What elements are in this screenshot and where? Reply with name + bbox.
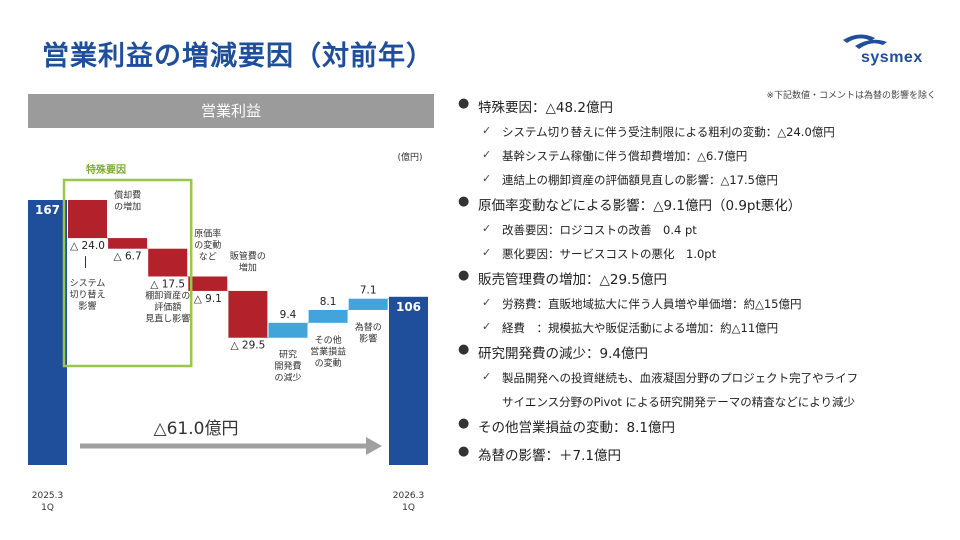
data-label-step-7: 8.1 (320, 296, 337, 308)
bullet-dot-icon: ● (458, 444, 470, 459)
tick-label-step-1: システム切り替え影響 (69, 278, 105, 312)
total-change-label: △61.0億円 (154, 419, 239, 439)
total-change-arrowhead (366, 437, 382, 455)
bullet-dot-icon: ● (458, 268, 470, 283)
data-label-step-5: △ 29.5 (231, 340, 266, 352)
data-label-step-4: △ 9.1 (194, 293, 222, 305)
notes-list: ● 特殊要因：△48.2億円 ✓ システム切り替えに伴う受注制限による粗利の変動：△2… (456, 96, 946, 464)
page-title: 営業利益の増減要因（対前年） (42, 41, 434, 72)
note-text: 為替の影響：＋7.1億円 (478, 448, 621, 464)
bullet-dot-icon: ● (458, 194, 470, 209)
note-subitem: ✓ 製品開発への投資継続も、血液凝固分野のプロジェクト完了やライフ (456, 370, 946, 386)
note-subitem-text: 基幹システム稼働に伴う償却費増加：△6.7億円 (502, 149, 748, 163)
tick-label-step-2: 償却費の増加 (114, 189, 141, 213)
note-subitem-text: 悪化要因：サービスコストの悪化 1.0pt (502, 247, 717, 261)
bar-step-6 (268, 322, 308, 338)
note-subitem-text: 連結上の棚卸資産の評価額見直しの影響：△17.5億円 (502, 173, 778, 187)
special-group-label: 特殊要因 (86, 163, 126, 176)
tick-label-end: 2026.3 1Q (393, 491, 425, 513)
tick-label-step-8: 為替の影響 (355, 321, 382, 345)
note-subitem: サイエンス分野のPivot による研究開発テーマの精査などにより減少 (456, 394, 946, 410)
note-subitem-text: サイエンス分野のPivot による研究開発テーマの精査などにより減少 (502, 395, 855, 409)
bar-step-1 (68, 200, 107, 239)
note-text: その他営業損益の変動：8.1億円 (478, 420, 675, 436)
bar-start (28, 200, 67, 465)
tick-label-start: 2025.3 1Q (32, 491, 64, 513)
note-subitem-text: 労務費：直販地域拡大に伴う人員増や単価増：約△15億円 (502, 297, 802, 311)
note-item: ● その他営業損益の変動：8.1億円 (456, 416, 946, 436)
bar-step-3 (148, 248, 188, 277)
data-label-end: 106 (396, 300, 421, 314)
note-item: ● 原価率変動などによる影響：△9.1億円（0.9pt悪化） (456, 194, 946, 214)
footnote: ※下記数値・コメントは為替の影響を除く (766, 91, 936, 101)
bullet-dot-icon: ● (458, 96, 470, 111)
check-icon: ✓ (482, 148, 492, 161)
data-label-step-3: △ 17.5 (150, 278, 185, 290)
note-subitem: ✓ 悪化要因：サービスコストの悪化 1.0pt (456, 246, 946, 262)
note-subitem-text: 製品開発への投資継続も、血液凝固分野のプロジェクト完了やライフ (502, 371, 859, 385)
bar-end (389, 296, 428, 465)
tick-label-step-7: その他営業損益の変動 (310, 334, 346, 369)
logo-text: sysmex (861, 49, 923, 66)
check-icon: ✓ (482, 222, 492, 235)
tick-label-step-3: 棚卸資産の評価額見直し影響 (145, 290, 190, 325)
check-icon: ✓ (482, 124, 492, 137)
special-group-box (62, 178, 193, 368)
data-label-step-2: △ 6.7 (114, 251, 142, 263)
check-icon: ✓ (482, 246, 492, 259)
bar-step-2 (108, 238, 148, 249)
data-label-start: 167 (35, 203, 60, 217)
note-subitem: ✓ 労務費：直販地域拡大に伴う人員増や単価増：約△15億円 (456, 296, 946, 312)
note-item: ● 販売管理費の増加：△29.5億円 (456, 268, 946, 288)
check-icon: ✓ (482, 370, 492, 383)
note-subitem: ✓ 基幹システム稼働に伴う償却費増加：△6.7億円 (456, 148, 946, 164)
note-text: 特殊要因：△48.2億円 (478, 100, 613, 116)
tick-label-step-4: 原価率の変動など (194, 227, 221, 262)
check-icon: ✓ (482, 296, 492, 309)
unit-label: (億円) (397, 151, 422, 163)
bar-step-8 (348, 298, 388, 310)
check-icon: ✓ (482, 172, 492, 185)
bar-step-5 (228, 290, 268, 338)
sysmex-logo: sysmex (841, 32, 923, 68)
note-text: 原価率変動などによる影響：△9.1億円（0.9pt悪化） (478, 198, 802, 214)
note-text: 販売管理費の増加：△29.5億円 (478, 272, 667, 288)
check-icon: ✓ (482, 320, 492, 333)
note-subitem-text: 経費 ：規模拡大や販促活動による増加：約△11億円 (502, 321, 779, 335)
tick-label-step-5: 販管費の増加 (230, 250, 266, 274)
note-subitem: ✓ システム切り替えに伴う受注制限による粗利の変動：△24.0億円 (456, 124, 946, 140)
note-subitem-text: システム切り替えに伴う受注制限による粗利の変動：△24.0億円 (502, 125, 835, 139)
note-text: 研究開発費の減少：9.4億円 (478, 346, 648, 362)
note-subitem: ✓ 経費 ：規模拡大や販促活動による増加：約△11億円 (456, 320, 946, 336)
tick-label-step-6: 研究開発費の減少 (274, 349, 301, 384)
note-subitem-text: 改善要因：ロジコストの改善 0.4 pt (502, 223, 697, 237)
data-label-step-1: △ 24.0 (70, 240, 105, 252)
note-item: ● 研究開発費の減少：9.4億円 (456, 342, 946, 362)
note-subitem: ✓ 連結上の棚卸資産の評価額見直しの影響：△17.5億円 (456, 172, 946, 188)
note-subitem: ✓ 改善要因：ロジコストの改善 0.4 pt (456, 222, 946, 238)
chart-title: 営業利益 (28, 94, 434, 128)
data-label-step-6: 9.4 (280, 309, 297, 321)
bar-step-7 (308, 309, 348, 323)
bar-step-4 (188, 276, 228, 291)
waterfall-chart: (億円) 167 2025.3 1Q △ 24.0 システム切り替え影響 △ 6.7 償却費の… (28, 151, 428, 513)
bullet-dot-icon: ● (458, 342, 470, 357)
logo-mark-icon (843, 34, 887, 49)
note-item: ● 為替の影響：＋7.1億円 (456, 444, 946, 464)
note-item: ● 特殊要因：△48.2億円 (456, 96, 946, 116)
bullet-dot-icon: ● (458, 416, 470, 431)
data-label-step-8: 7.1 (360, 285, 377, 297)
